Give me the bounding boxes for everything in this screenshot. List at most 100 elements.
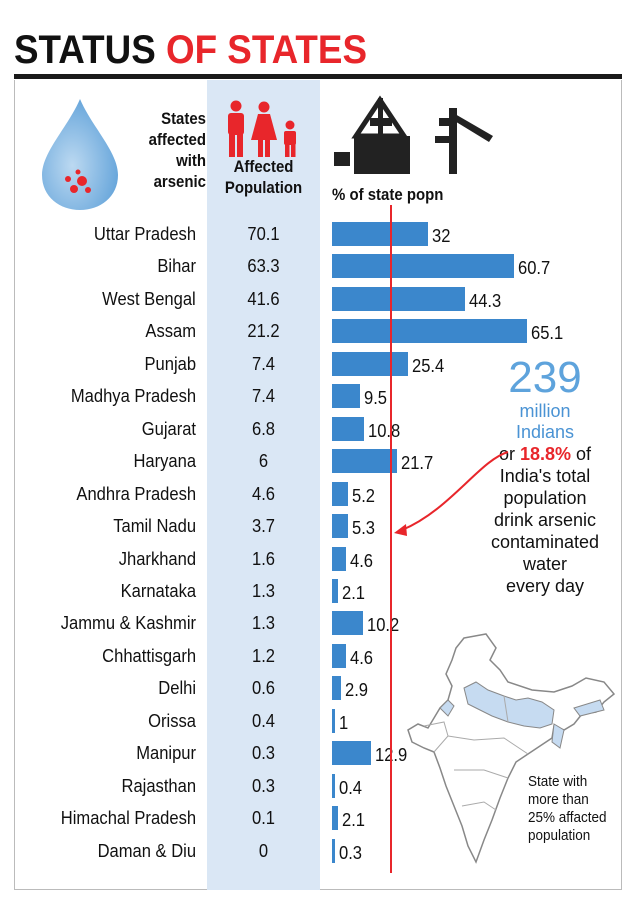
affected-population-value: 0.1 <box>251 808 276 829</box>
state-label: Jharkhand <box>118 548 196 569</box>
hand-pump-icon <box>435 108 493 174</box>
state-label: West Bengal <box>102 288 196 309</box>
bar-value-label: 4.6 <box>349 550 373 571</box>
header-affected-population: Affected Population <box>224 157 303 197</box>
callout-of: of <box>571 444 592 464</box>
state-label: Andhra Pradesh <box>76 483 196 504</box>
bar-value-label: 2.9 <box>344 680 368 701</box>
callout-line-5: population <box>503 488 587 508</box>
bar <box>332 384 361 409</box>
affected-population-value: 0 <box>258 840 269 861</box>
title-part-red: OF STATES <box>165 28 368 72</box>
water-well-icon <box>334 95 410 174</box>
bar-value-label: 0.3 <box>338 842 362 863</box>
state-label: Daman & Diu <box>97 840 196 861</box>
bar-value-label: 65.1 <box>531 323 564 344</box>
bar-value-label: 32 <box>431 226 451 246</box>
family-icon <box>228 100 296 157</box>
bar-value-label: 9.5 <box>364 388 388 409</box>
bar <box>332 546 346 571</box>
header-states: States affected with arsenic <box>148 109 206 191</box>
state-label: Punjab <box>144 353 196 374</box>
callout-line-6: drink arsenic <box>493 510 597 530</box>
affected-population-value: 0.3 <box>251 775 276 796</box>
affected-population-value: 70.1 <box>247 224 280 244</box>
state-label: Haryana <box>133 451 196 472</box>
state-label: Uttar Pradesh <box>93 224 196 244</box>
bar-value-label: 10.2 <box>366 615 399 636</box>
header-percent-state-popn: % of state popn <box>332 185 444 204</box>
bar <box>332 319 527 344</box>
callout-percent: 18.8% <box>519 444 572 464</box>
title-part-black: STATUS <box>14 28 166 72</box>
bar-value-label: 44.3 <box>468 290 501 311</box>
state-label: Tamil Nadu <box>113 516 196 537</box>
callout-big-number: 239 <box>508 353 582 402</box>
state-label: Rajasthan <box>121 775 196 796</box>
state-label: Assam <box>145 321 196 342</box>
callout-indians: Indians <box>515 422 575 442</box>
affected-population-value: 63.3 <box>247 256 280 277</box>
affected-population-value: 0.4 <box>251 710 276 731</box>
reference-line-25-percent <box>390 205 392 873</box>
bar <box>332 449 397 474</box>
state-label: Chhattisgarh <box>102 645 196 666</box>
bar <box>332 838 335 863</box>
callout-line-8: water <box>522 554 567 574</box>
affected-population-value: 3.7 <box>251 516 276 537</box>
bar-value-label: 1 <box>338 712 349 733</box>
chart-title: STATUS OF STATES <box>14 28 367 72</box>
state-label: Gujarat <box>141 418 196 439</box>
bar <box>332 351 409 376</box>
callout-or: or <box>498 444 520 464</box>
bar-value-label: 21.7 <box>401 453 434 474</box>
affected-population-value: 0.3 <box>251 743 276 764</box>
water-drop-icon <box>42 99 118 210</box>
callout-line-4: India's total <box>499 466 591 486</box>
affected-population-value: 4.6 <box>251 483 276 504</box>
callout-line-9: every day <box>505 576 585 596</box>
affected-population-value: 0.6 <box>251 678 276 699</box>
state-label: Himachal Pradesh <box>60 808 196 829</box>
affected-population-column-band <box>207 80 320 890</box>
affected-population-value: 1.6 <box>251 548 276 569</box>
state-label: Madhya Pradesh <box>70 386 196 407</box>
bar-value-label: 0.4 <box>338 777 362 798</box>
bar <box>332 222 428 246</box>
bar <box>332 514 348 539</box>
state-label: Delhi <box>158 678 196 699</box>
affected-population-value: 7.4 <box>251 386 276 407</box>
bar-value-label: 4.6 <box>349 647 373 668</box>
bar <box>332 578 339 603</box>
bar-value-label: 60.7 <box>517 258 551 279</box>
affected-population-value: 7.4 <box>251 353 276 374</box>
callout-or-line: or 18.8% of <box>470 443 620 465</box>
bar <box>332 676 341 701</box>
india-map-icon <box>407 633 616 864</box>
bar <box>332 806 339 831</box>
bar <box>332 643 346 668</box>
bar <box>332 741 371 766</box>
state-label: Karnataka <box>120 580 196 601</box>
affected-population-value: 1.3 <box>251 580 276 601</box>
callout-line-7: contaminated <box>490 532 600 552</box>
affected-population-value: 6.8 <box>251 418 276 439</box>
affected-population-value: 1.3 <box>251 613 276 634</box>
bar-value-label: 2.1 <box>342 810 366 831</box>
state-label: Bihar <box>157 256 196 277</box>
affected-population-value: 1.2 <box>251 645 276 666</box>
bar-value-label: 10.8 <box>368 420 401 441</box>
title-underline <box>14 74 622 79</box>
bar <box>332 773 335 798</box>
bar-value-label: 2.1 <box>342 582 366 603</box>
bar <box>332 611 363 636</box>
bar <box>332 286 465 311</box>
affected-population-value: 41.6 <box>247 288 280 309</box>
bar-value-label: 25.4 <box>412 355 445 376</box>
state-label: Manipur <box>136 743 196 764</box>
affected-population-value: 6 <box>258 451 269 472</box>
bar <box>332 708 335 733</box>
state-label: Orissa <box>148 710 196 731</box>
map-legend: State with more than 25% affacted popula… <box>528 773 607 844</box>
bar-value-label: 5.2 <box>351 485 375 506</box>
